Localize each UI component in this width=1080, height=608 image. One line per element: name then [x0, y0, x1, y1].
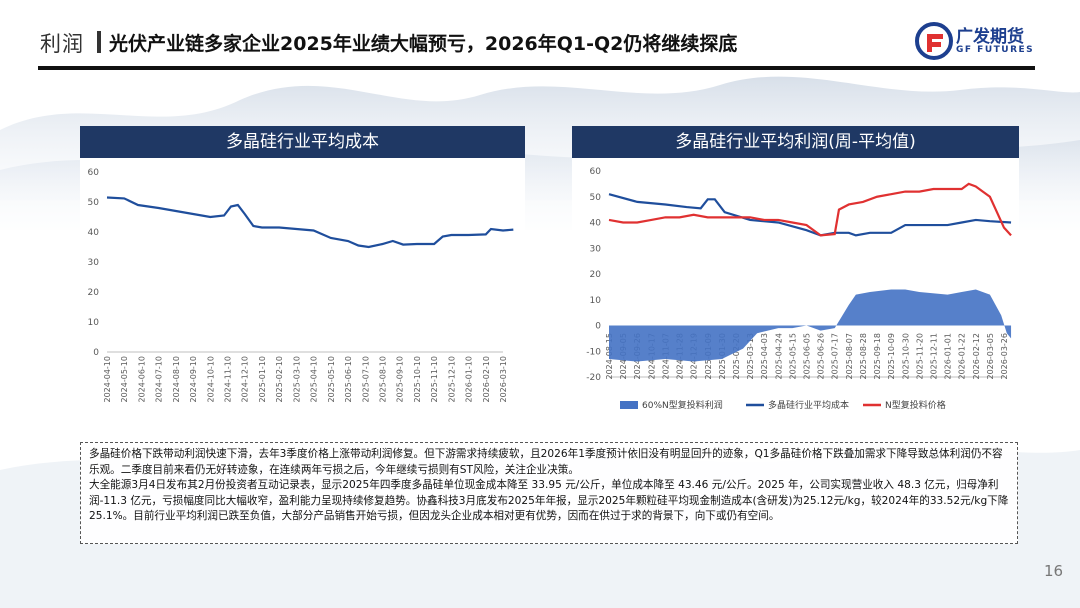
x-tick-label: 2026-01-01	[944, 333, 953, 380]
y-tick-label: 0	[595, 322, 601, 332]
y-tick-label: 30	[590, 244, 602, 254]
chart-average-profit-plot: -20-1001020304050602024-08-152024-09-052…	[586, 167, 1012, 411]
x-tick-label: 2024-05-10	[120, 356, 129, 403]
y-tick-label: 40	[88, 228, 100, 238]
x-tick-label: 2025-04-03	[760, 333, 769, 380]
y-tick-label: 20	[590, 270, 602, 280]
section-tag: 利润	[40, 32, 84, 56]
x-tick-label: 2026-01-10	[465, 356, 474, 403]
y-tick-label: 10	[88, 318, 100, 328]
commentary-paragraph: 大全能源3月4日发布其2月份投资者互动记录表，显示2025年四季度多晶硅单位现金…	[89, 479, 1009, 523]
section-divider-bar	[97, 31, 101, 53]
x-tick-label: 2025-08-28	[859, 333, 868, 380]
x-tick-label: 2025-04-24	[774, 333, 783, 380]
y-tick-label: 30	[88, 258, 100, 268]
x-tick-label: 2025-09-10	[396, 356, 405, 403]
y-tick-label: 60	[88, 168, 100, 178]
y-tick-label: 50	[88, 198, 100, 208]
x-tick-label: 2025-10-10	[413, 356, 422, 403]
x-tick-label: 2026-01-22	[958, 333, 967, 380]
x-tick-label: 2025-04-10	[310, 356, 319, 403]
x-tick-label: 2025-10-30	[901, 333, 910, 380]
x-tick-label: 2024-06-10	[137, 356, 146, 403]
x-tick-label: 2025-07-10	[361, 356, 370, 403]
x-tick-label: 2025-09-18	[873, 333, 882, 380]
chart-title: 多晶硅行业平均利润(周-平均值)	[572, 126, 1019, 158]
page-number: 16	[1044, 562, 1064, 580]
x-tick-label: 2024-10-10	[206, 356, 215, 403]
x-tick-label: 2025-11-20	[915, 333, 924, 380]
x-tick-label: 2025-12-10	[447, 356, 456, 403]
x-tick-label: 2025-08-07	[845, 333, 854, 380]
logo-english-name: GF FUTURES	[956, 45, 1035, 55]
x-tick-label: 2025-02-10	[275, 356, 284, 403]
x-tick-label: 2025-01-10	[258, 356, 267, 403]
x-tick-label: 2025-06-26	[817, 333, 826, 380]
x-tick-label: 2025-02-20	[732, 333, 741, 380]
x-tick-label: 2026-02-10	[482, 356, 491, 403]
chart-average-cost-plot: 0 10 20 30 40 50 60 2024-04-10 2024-05-10 2024-06…	[88, 168, 514, 403]
legend-label: 多晶硅行业平均成本	[768, 399, 849, 411]
x-tick-label: 2025-03-13	[746, 333, 755, 380]
x-tick-label: 2024-08-10	[172, 356, 181, 403]
x-tick-label: 2025-03-10	[292, 356, 301, 403]
series-line	[608, 182, 1012, 237]
legend-swatch	[620, 401, 638, 409]
x-tick-label: 2024-07-10	[155, 356, 164, 403]
legend-label: N型复投料价格	[885, 399, 946, 411]
page-title: 光伏产业链多家企业2025年业绩大幅预亏，2026年Q1-Q2仍将继续探底	[109, 33, 738, 55]
chart-average-profit: 多晶硅行业平均利润(周-平均值) -20-1001020304050602024…	[572, 126, 1019, 426]
x-tick-label: 2025-11-10	[430, 356, 439, 403]
legend-label: 60%N型复投料利润	[642, 399, 723, 411]
y-tick-label: 20	[88, 288, 100, 298]
chart-title: 多晶硅行业平均成本	[80, 126, 525, 158]
x-tick-label: 2026-02-12	[972, 333, 981, 380]
x-tick-label: 2026-03-05	[986, 333, 995, 380]
x-tick-label: 2025-07-17	[831, 333, 840, 380]
x-tick-label: 2024-12-10	[241, 356, 250, 403]
x-tick-label: 2025-08-10	[378, 356, 387, 403]
y-tick-label: -20	[586, 373, 601, 383]
logo-name: 广发期货	[956, 27, 1024, 47]
company-logo: 广发期货 GF FUTURES	[915, 20, 1040, 62]
x-tick-label: 2025-06-10	[344, 356, 353, 403]
x-tick-label: 2025-06-05	[803, 333, 812, 380]
x-tick-label: 2026-03-26	[1000, 333, 1009, 380]
x-tick-label: 2025-10-09	[887, 333, 896, 380]
y-tick-label: 60	[590, 167, 602, 177]
commentary-box: 多晶硅价格下跌带动利润快速下滑，去年3季度价格上涨带动利润修复。但下游需求持续疲…	[80, 442, 1018, 544]
header-rule	[38, 66, 1035, 70]
chart-average-cost: 多晶硅行业平均成本 0 10 20 30 40 50 60 2024-04-10 2024-05…	[80, 126, 525, 416]
y-tick-label: 40	[590, 219, 602, 229]
series-area	[609, 289, 1012, 362]
x-tick-label: 2024-09-10	[189, 356, 198, 403]
x-tick-label: 2025-05-10	[327, 356, 336, 403]
y-tick-label: -10	[586, 347, 601, 357]
series-line	[608, 193, 1012, 237]
x-tick-label: 2024-04-10	[103, 356, 112, 403]
slide-header: 利润 光伏产业链多家企业2025年业绩大幅预亏，2026年Q1-Q2仍将继续探底…	[0, 0, 1080, 74]
x-tick-label: 2024-11-10	[224, 356, 233, 403]
y-tick-label: 50	[590, 193, 602, 203]
y-tick-label: 0	[93, 348, 99, 358]
gf-logo-icon	[915, 22, 953, 60]
x-tick-label: 2025-12-11	[929, 333, 938, 380]
y-tick-label: 10	[590, 296, 602, 306]
commentary-paragraph: 多晶硅价格下跌带动利润快速下滑，去年3季度价格上涨带动利润修复。但下游需求持续疲…	[89, 448, 1003, 476]
x-tick-label: 2026-03-10	[499, 356, 508, 403]
x-tick-label: 2025-05-15	[788, 333, 797, 380]
series-line	[106, 196, 514, 249]
